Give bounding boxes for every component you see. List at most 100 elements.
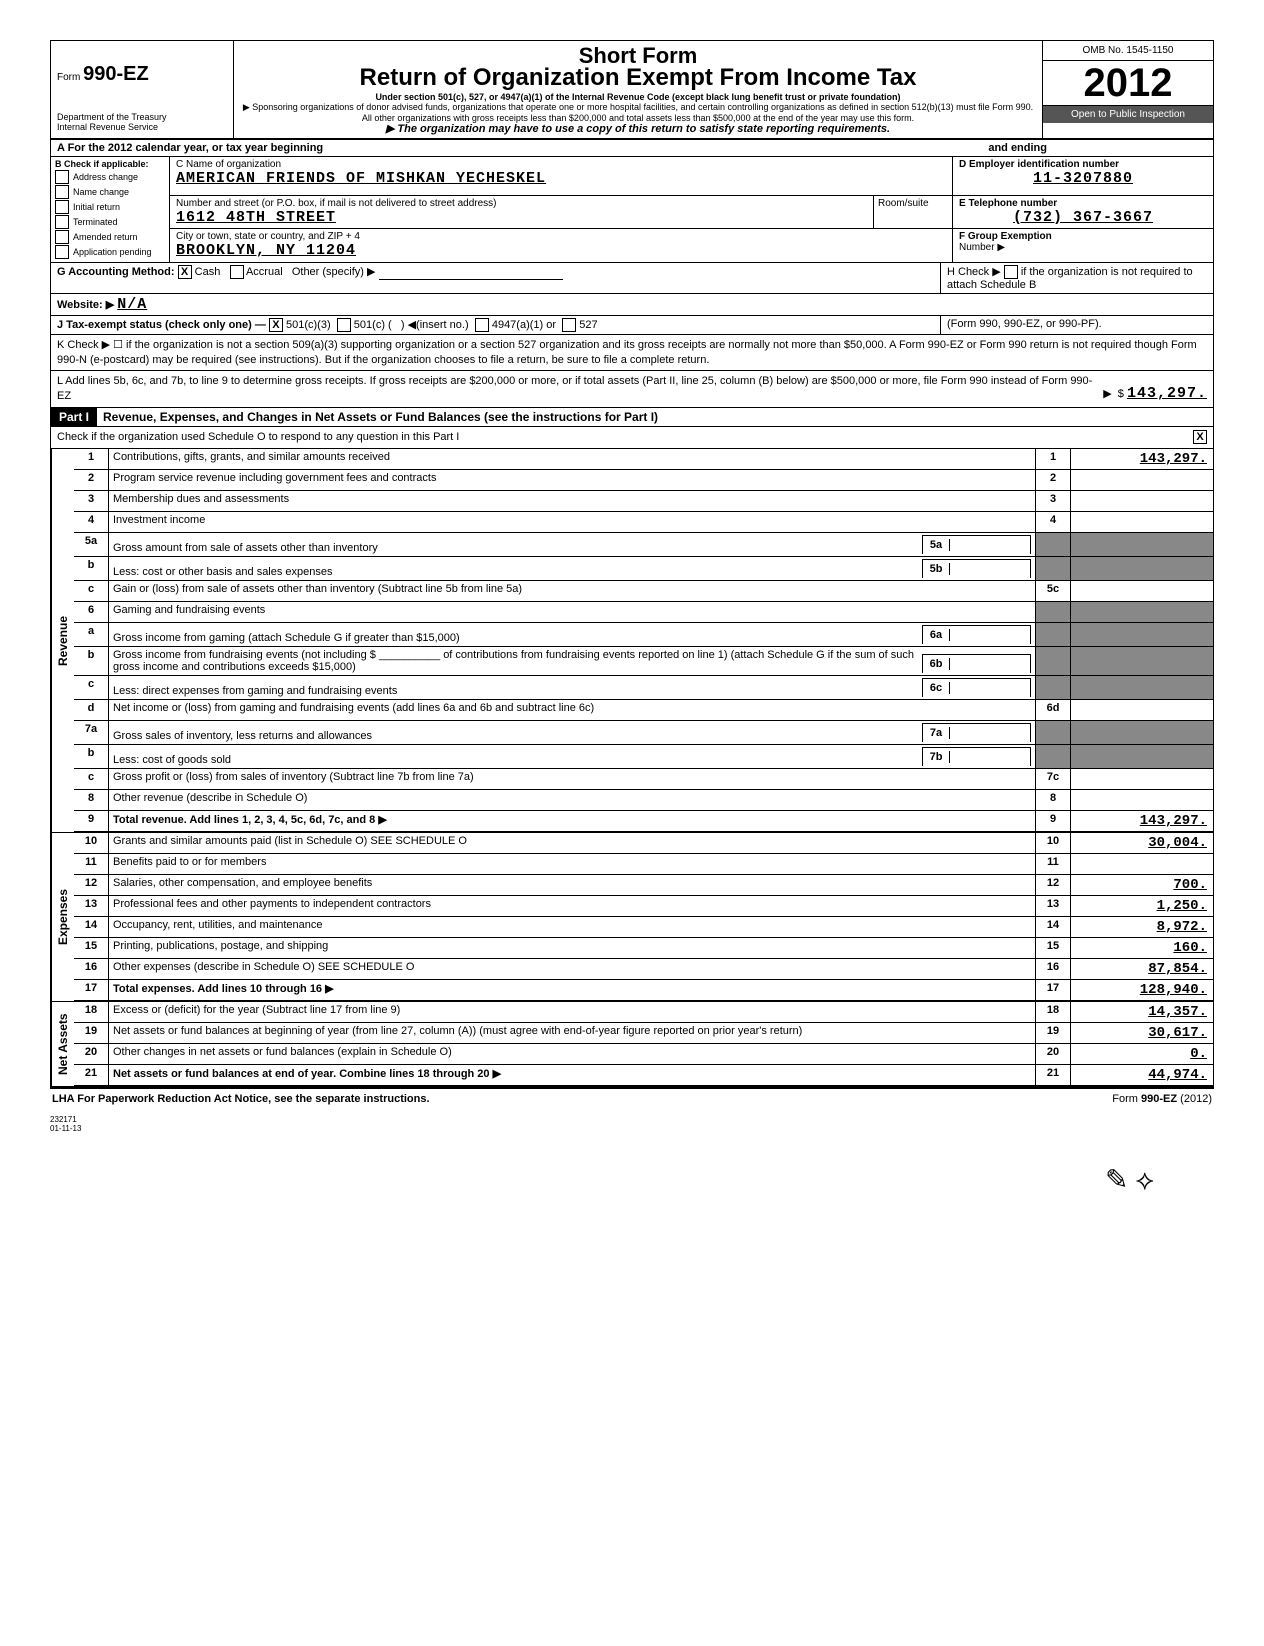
line-desc: Salaries, other compensation, and employ… xyxy=(109,875,1035,895)
room-suite-label: Room/suite xyxy=(873,196,952,228)
line-number: 6 xyxy=(74,602,109,622)
line-number: 8 xyxy=(74,790,109,810)
line-value xyxy=(1070,581,1213,601)
phone-value: (732) 367-3667 xyxy=(959,209,1207,226)
schedule-b-check: H Check ▶ if the organization is not req… xyxy=(940,263,1213,293)
revenue-vertical-label: Revenue xyxy=(51,449,74,832)
line-number: 7a xyxy=(74,721,109,744)
line-number: b xyxy=(74,557,109,580)
line-value: 30,617. xyxy=(1070,1023,1213,1043)
checkbox-application-pending[interactable]: Application pending xyxy=(55,245,165,259)
form-line-11: 11Benefits paid to or for members11 xyxy=(74,854,1213,875)
form-line-b: bGross income from fundraising events (n… xyxy=(74,647,1213,676)
accounting-method-row: G Accounting Method: X Cash Accrual Othe… xyxy=(51,263,940,293)
line-value: 14,357. xyxy=(1070,1002,1213,1022)
form-footer-label: Form 990-EZ (2012) xyxy=(1112,1093,1212,1105)
line-value xyxy=(1070,700,1213,720)
form-line-20: 20Other changes in net assets or fund ba… xyxy=(74,1044,1213,1065)
form-line-d: dNet income or (loss) from gaming and fu… xyxy=(74,700,1213,721)
form-line-18: 18Excess or (deficit) for the year (Subt… xyxy=(74,1002,1213,1023)
line-right-number: 4 xyxy=(1035,512,1070,532)
checkbox-501c[interactable] xyxy=(337,318,351,332)
line-number: 9 xyxy=(74,811,109,831)
phone-label: E Telephone number xyxy=(959,198,1207,209)
line-value: 87,854. xyxy=(1070,959,1213,979)
calendar-year-row: A For the 2012 calendar year, or tax yea… xyxy=(51,140,1213,157)
subtitle-code: Under section 501(c), 527, or 4947(a)(1)… xyxy=(240,92,1036,102)
form-line-b: bLess: cost or other basis and sales exp… xyxy=(74,557,1213,581)
line-desc: Investment income xyxy=(109,512,1035,532)
line-right-number: 11 xyxy=(1035,854,1070,874)
checkbox-4947a1[interactable] xyxy=(475,318,489,332)
line-number: 4 xyxy=(74,512,109,532)
city-state-zip: BROOKLYN, NY 11204 xyxy=(176,242,946,259)
omb-number: OMB No. 1545-1150 xyxy=(1043,41,1213,61)
line-value xyxy=(1070,769,1213,789)
line-value: 160. xyxy=(1070,938,1213,958)
line-desc: Benefits paid to or for members xyxy=(109,854,1035,874)
checkbox-initial-return[interactable]: Initial return xyxy=(55,200,165,214)
line-number: 5a xyxy=(74,533,109,556)
line-value: 143,297. xyxy=(1070,449,1213,469)
checkbox-501c3[interactable]: X xyxy=(269,318,283,332)
city-label: City or town, state or country, and ZIP … xyxy=(176,231,946,242)
line-right-number: 8 xyxy=(1035,790,1070,810)
line-value: 128,940. xyxy=(1070,980,1213,1000)
checkbox-terminated[interactable]: Terminated xyxy=(55,215,165,229)
form-990-note: (Form 990, 990-EZ, or 990-PF). xyxy=(940,316,1213,334)
checkbox-amended-return[interactable]: Amended return xyxy=(55,230,165,244)
line-desc: Total expenses. Add lines 10 through 16 … xyxy=(109,980,1035,1000)
line-desc: Excess or (deficit) for the year (Subtra… xyxy=(109,1002,1035,1022)
line-number: 1 xyxy=(74,449,109,469)
checkbox-schedule-b[interactable] xyxy=(1004,265,1018,279)
group-exemption-label: F Group Exemption xyxy=(959,231,1207,242)
line-number: 19 xyxy=(74,1023,109,1043)
form-line-1: 1Contributions, gifts, grants, and simil… xyxy=(74,449,1213,470)
row-k-text: K Check ▶ ☐ if the organization is not a… xyxy=(51,335,1213,372)
checkbox-cash[interactable]: X xyxy=(178,265,192,279)
line-right-number: 14 xyxy=(1035,917,1070,937)
form-line-16: 16Other expenses (describe in Schedule O… xyxy=(74,959,1213,980)
form-line-2: 2Program service revenue including gover… xyxy=(74,470,1213,491)
checkbox-527[interactable] xyxy=(562,318,576,332)
paperwork-reduction-notice: LHA For Paperwork Reduction Act Notice, … xyxy=(52,1093,430,1105)
line-number: 13 xyxy=(74,896,109,916)
line-right-number: 10 xyxy=(1035,833,1070,853)
form-line-19: 19Net assets or fund balances at beginni… xyxy=(74,1023,1213,1044)
form-line-9: 9Total revenue. Add lines 1, 2, 3, 4, 5c… xyxy=(74,811,1213,832)
checkbox-name-change[interactable]: Name change xyxy=(55,185,165,199)
form-line-14: 14Occupancy, rent, utilities, and mainte… xyxy=(74,917,1213,938)
line-desc: Gain or (loss) from sale of assets other… xyxy=(109,581,1035,601)
line-number: c xyxy=(74,581,109,601)
line-value xyxy=(1070,854,1213,874)
part-1-badge: Part I xyxy=(51,408,97,426)
tax-year: 2012 xyxy=(1043,61,1213,105)
line-desc: Program service revenue including govern… xyxy=(109,470,1035,490)
checkbox-schedule-o-used[interactable]: X xyxy=(1193,430,1207,444)
website-row: Website: ▶ N/A xyxy=(51,294,941,315)
accounting-other-input[interactable] xyxy=(379,265,563,280)
form-line-21: 21Net assets or fund balances at end of … xyxy=(74,1065,1213,1086)
checkbox-address-change[interactable]: Address change xyxy=(55,170,165,184)
line-desc: Net income or (loss) from gaming and fun… xyxy=(109,700,1035,720)
org-name: AMERICAN FRIENDS OF MISHKAN YECHESKEL xyxy=(176,170,946,187)
line-number: 16 xyxy=(74,959,109,979)
subtitle-state: ▶ The organization may have to use a cop… xyxy=(240,123,1036,136)
line-desc: Total revenue. Add lines 1, 2, 3, 4, 5c,… xyxy=(109,811,1035,831)
part-1-title: Revenue, Expenses, and Changes in Net As… xyxy=(97,408,664,426)
open-to-public: Open to Public Inspection xyxy=(1043,105,1213,123)
checkbox-accrual[interactable] xyxy=(230,265,244,279)
line-number: c xyxy=(74,769,109,789)
line-value xyxy=(1070,790,1213,810)
line-value: 0. xyxy=(1070,1044,1213,1064)
ein-label: D Employer identification number xyxy=(959,159,1207,170)
line-right-number: 21 xyxy=(1035,1065,1070,1085)
line-number: 14 xyxy=(74,917,109,937)
form-line-4: 4Investment income4 xyxy=(74,512,1213,533)
form-line-8: 8Other revenue (describe in Schedule O)8 xyxy=(74,790,1213,811)
line-right-number: 17 xyxy=(1035,980,1070,1000)
line-number: 15 xyxy=(74,938,109,958)
line-right-number: 12 xyxy=(1035,875,1070,895)
line-number: 18 xyxy=(74,1002,109,1022)
line-number: 12 xyxy=(74,875,109,895)
